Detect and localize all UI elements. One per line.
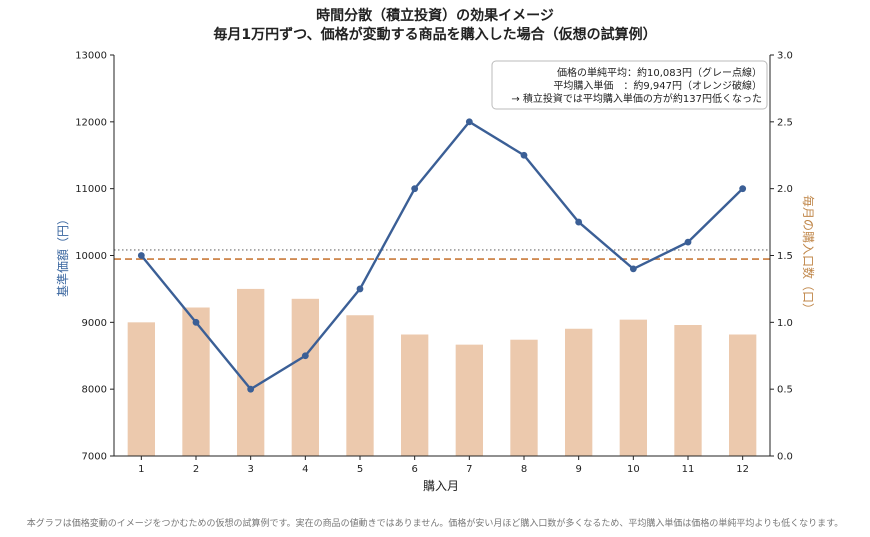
right-tick-label: 0.0 (777, 452, 793, 463)
left-tick-label: 8000 (82, 385, 107, 396)
price-point (137, 252, 145, 259)
units-bar (565, 328, 593, 456)
right-tick-label: 2.5 (777, 117, 793, 128)
left-tick-label: 13000 (75, 51, 107, 62)
left-axis-label: 基準価額（円） (55, 213, 70, 297)
x-tick-label: 11 (682, 464, 695, 475)
units-bar (182, 307, 210, 456)
units-bar (127, 322, 155, 456)
x-tick-label: 5 (357, 464, 363, 475)
x-tick-label: 4 (302, 464, 308, 475)
units-bar (729, 334, 757, 456)
units-bar (291, 298, 319, 456)
right-axis-ticks: 0.0 0.5 1.0 1.5 2.0 2.5 3.0 (770, 51, 793, 463)
bars-group (127, 288, 757, 456)
left-tick-label: 9000 (82, 318, 107, 329)
price-point (739, 185, 747, 193)
chart-subtitle: 毎月1万円ずつ、価格が変動する商品を購入した場合（仮想の試算例） (213, 26, 656, 43)
x-tick-label: 9 (575, 464, 581, 475)
price-point (520, 151, 528, 159)
price-point (575, 218, 583, 226)
units-bar (619, 319, 647, 456)
price-point (301, 352, 309, 360)
left-tick-label: 11000 (75, 184, 107, 195)
x-axis-label: 購入月 (423, 479, 459, 493)
right-tick-label: 2.0 (777, 184, 793, 195)
x-tick-label: 7 (466, 464, 472, 475)
x-tick-label: 3 (247, 464, 253, 475)
x-tick-label: 8 (521, 464, 527, 475)
left-tick-label: 12000 (75, 117, 107, 128)
x-tick-label: 12 (736, 464, 749, 475)
price-line (140, 120, 744, 391)
left-axis-ticks: 7000 8000 9000 10000 11000 12000 13000 (75, 51, 114, 463)
units-bar (401, 334, 429, 456)
right-tick-label: 1.0 (777, 318, 793, 329)
x-tick-label: 10 (627, 464, 640, 475)
left-tick-label: 7000 (82, 452, 107, 463)
footnote: 本グラフは価格変動のイメージをつかむための仮想の試算例です。実在の商品の値動きで… (27, 517, 844, 529)
x-tick-label: 2 (193, 464, 199, 475)
x-tick-label: 6 (411, 464, 417, 475)
units-bar (510, 339, 538, 456)
reference-lines (114, 249, 770, 260)
right-axis-label: 毎月の購入口数（口） (801, 195, 816, 315)
annotation-line-3: → 積立投資では平均購入単価の方が約137円低くなった (511, 92, 762, 105)
price-point (684, 238, 692, 246)
right-tick-label: 1.5 (777, 251, 793, 262)
price-point (411, 185, 419, 193)
right-tick-label: 0.5 (777, 385, 793, 396)
price-point (465, 118, 473, 126)
price-point (356, 285, 364, 293)
annotation-line-2: 平均購入単価 ：約9,947円（オレンジ破線） (553, 79, 762, 92)
x-tick-label: 1 (138, 464, 144, 475)
annotation-line-1: 価格の単純平均：約10,083円（グレー点線） (557, 66, 762, 79)
units-bar (346, 315, 374, 456)
axes (113, 55, 771, 457)
units-bar (237, 288, 265, 456)
price-line-group (137, 118, 747, 393)
x-axis-ticks: 1 2 3 4 5 6 7 8 9 10 11 12 (138, 456, 749, 475)
left-tick-label: 10000 (75, 251, 107, 262)
annotation-frame (491, 60, 768, 110)
units-bar (674, 325, 702, 456)
price-point (192, 318, 200, 326)
annotation-box: 価格の単純平均：約10,083円（グレー点線） 平均購入単価 ：約9,947円（… (491, 60, 768, 110)
right-tick-label: 3.0 (777, 51, 793, 62)
price-point (629, 265, 637, 273)
price-point (247, 385, 255, 393)
units-bar (455, 344, 483, 456)
chart-title: 時間分散（積立投資）の効果イメージ (316, 7, 554, 24)
